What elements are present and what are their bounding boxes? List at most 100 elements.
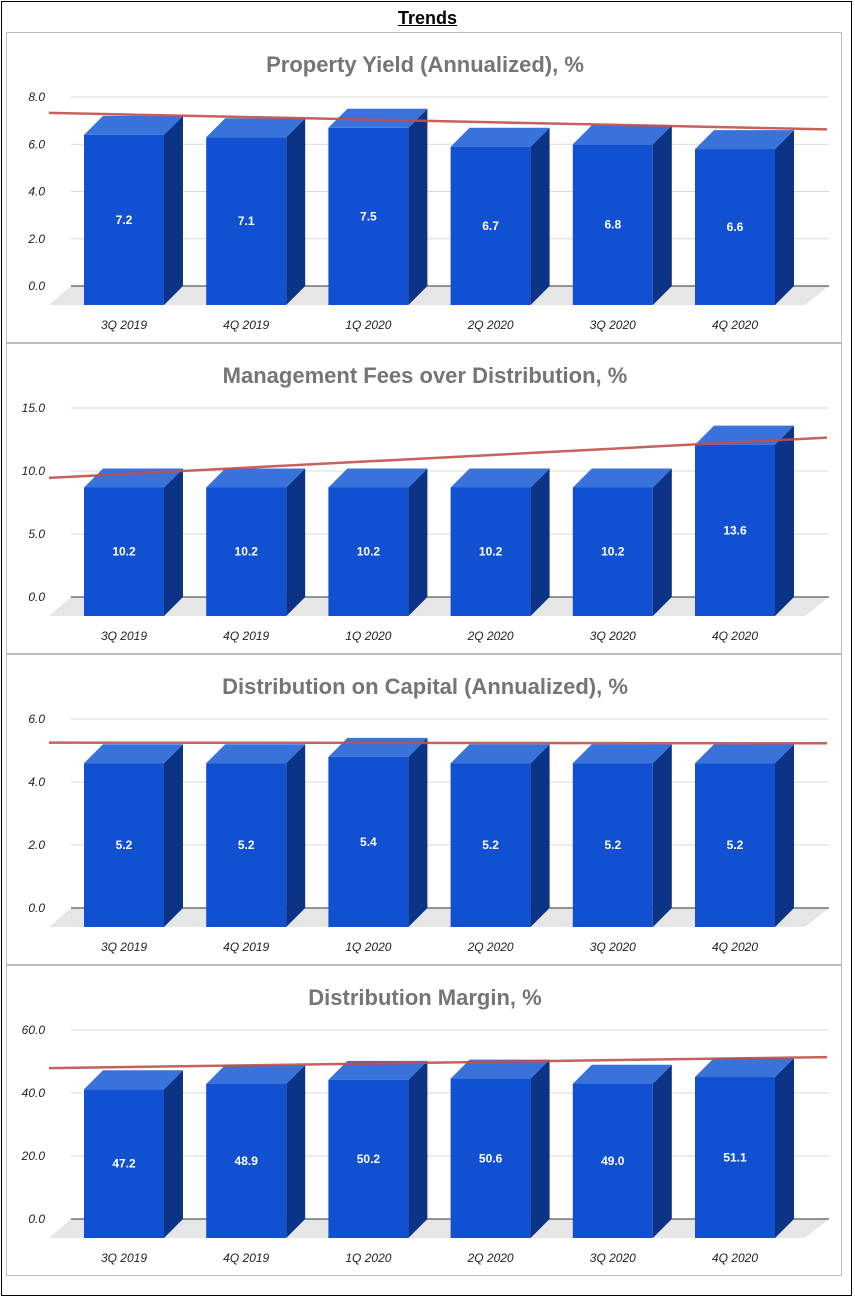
data-label: 47.2 [112, 1157, 136, 1171]
data-label: 5.2 [238, 838, 255, 852]
x-tick-label: 2Q 2020 [467, 940, 514, 954]
data-label: 48.9 [235, 1154, 259, 1168]
y-tick-label: 20.0 [21, 1149, 46, 1163]
y-tick-label: 2.0 [27, 838, 45, 852]
x-tick-label: 1Q 2020 [345, 318, 391, 332]
bar-side [164, 1070, 183, 1238]
bar-top [206, 744, 306, 764]
bar-top [84, 744, 183, 764]
data-label: 10.2 [235, 545, 259, 559]
x-tick-label: 4Q 2020 [712, 629, 758, 643]
data-label: 10.2 [112, 545, 136, 559]
data-label: 6.8 [604, 218, 621, 232]
x-tick-label: 3Q 2020 [590, 940, 636, 954]
trendline [48, 436, 828, 480]
data-label: 50.6 [479, 1151, 503, 1165]
bar [84, 134, 164, 305]
chart-title: Distribution on Capital (Annualized), % [222, 674, 628, 699]
data-label: 10.2 [357, 545, 381, 559]
x-tick-label: 4Q 2019 [223, 318, 269, 332]
bar-top [206, 468, 306, 488]
data-label: 7.1 [238, 214, 255, 228]
bar-top [328, 1060, 428, 1080]
bar-top [206, 1065, 306, 1084]
y-tick-label: 2.0 [27, 232, 45, 246]
chart-panel-property-yield: Property Yield (Annualized), % 8.0 6.0 4.0 2… [6, 32, 842, 343]
data-label: 49.0 [601, 1154, 625, 1168]
data-label: 6.6 [727, 220, 744, 234]
bar-side [286, 744, 306, 927]
data-label: 5.2 [116, 838, 133, 852]
bar-top [450, 127, 550, 147]
bar-side [652, 125, 672, 305]
bar [84, 487, 164, 616]
bar [572, 487, 653, 616]
bar-side [408, 737, 428, 927]
data-label: 10.2 [479, 545, 503, 559]
bar-top [572, 744, 672, 764]
bar [572, 763, 653, 927]
bar-top [695, 130, 794, 150]
bar [328, 756, 409, 927]
x-tick-label: 3Q 2020 [590, 629, 636, 643]
bar-side [775, 1058, 794, 1238]
chart-title: Property Yield (Annualized), % [266, 52, 584, 77]
bar-top [450, 468, 550, 488]
data-label: 51.1 [723, 1151, 747, 1165]
x-tick-label: 3Q 2020 [590, 1251, 636, 1265]
bar-top [84, 1070, 183, 1090]
bar-top [695, 1058, 794, 1077]
y-tick-label: 60.0 [22, 1023, 46, 1037]
data-label: 5.2 [604, 838, 621, 852]
x-tick-label: 4Q 2020 [712, 1251, 758, 1265]
y-tick-label: 5.0 [28, 527, 45, 541]
chart-panel-distribution-margin: Distribution Margin, % 60.0 40.0 20.0 0.0 47.… [6, 965, 842, 1276]
bar-side [408, 1060, 428, 1238]
data-label: 7.2 [116, 213, 133, 227]
chart-panel-distribution-on-capital: Distribution on Capital (Annualized), % 6… [6, 654, 842, 965]
y-tick-label: 40.0 [22, 1086, 46, 1100]
x-tick-label: 2Q 2020 [467, 318, 514, 332]
bar [84, 1089, 164, 1238]
bar [695, 763, 775, 927]
bar-side [408, 108, 428, 305]
bar-side [530, 468, 550, 616]
bar [206, 137, 287, 305]
bar-top [206, 118, 306, 138]
data-label: 13.6 [723, 523, 747, 537]
chart-property-yield: Property Yield (Annualized), % 8.0 6.0 4.0 2… [27, 52, 829, 332]
bar [328, 487, 409, 616]
bar-side [164, 468, 183, 616]
y-tick-label: 8.0 [28, 90, 45, 104]
bar-top [572, 468, 672, 488]
chart-management-fees: Management Fees over Distribution, % 15.0… [22, 363, 829, 643]
y-tick-label: 0.0 [28, 1212, 45, 1226]
x-tick-label: 3Q 2020 [590, 318, 636, 332]
bar-side [286, 118, 306, 305]
bar-top [328, 108, 428, 128]
bar-side [530, 127, 550, 305]
data-label: 10.2 [601, 545, 625, 559]
bar [328, 1079, 409, 1238]
trendline [48, 741, 828, 745]
y-tick-label: 0.0 [28, 279, 45, 293]
data-label: 5.2 [727, 838, 744, 852]
bar [695, 1077, 775, 1238]
chart-distribution-margin: Distribution Margin, % 60.0 40.0 20.0 0.0 47.… [21, 985, 829, 1265]
bar-top [84, 115, 183, 135]
chart-distribution-on-capital: Distribution on Capital (Annualized), % 6… [27, 674, 829, 954]
bar [450, 763, 531, 927]
bar [450, 487, 531, 616]
y-tick-label: 15.0 [22, 401, 46, 415]
bar-top [572, 125, 672, 145]
bar [695, 444, 775, 616]
x-tick-label: 3Q 2019 [101, 1251, 147, 1265]
bar [206, 487, 287, 616]
bar [450, 146, 531, 305]
bar-side [652, 468, 672, 616]
x-tick-label: 4Q 2020 [712, 940, 758, 954]
y-tick-label: 4.0 [28, 775, 45, 789]
data-label: 7.5 [360, 209, 377, 223]
data-label: 50.2 [357, 1152, 381, 1166]
bar-side [530, 744, 550, 927]
